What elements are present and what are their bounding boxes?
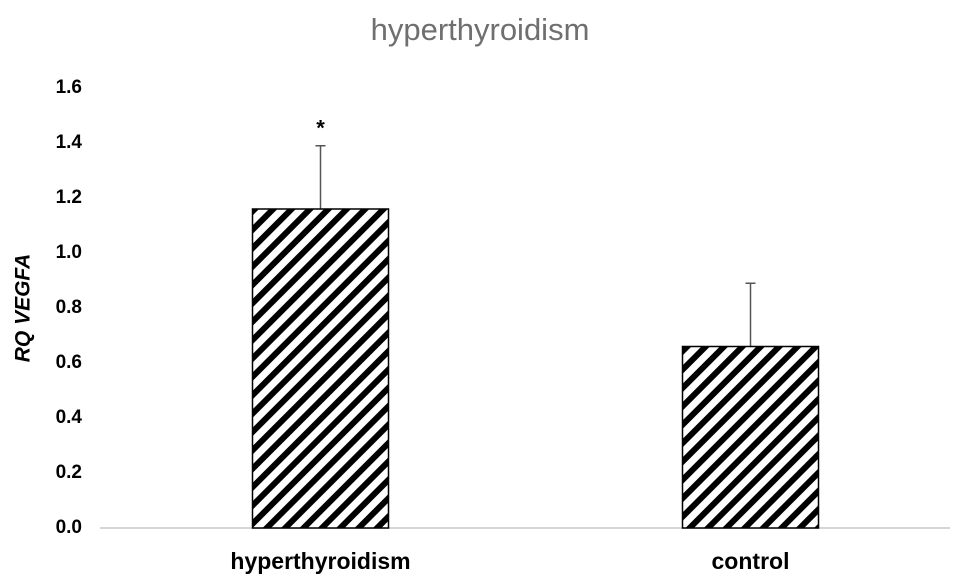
- annotation: *: [316, 116, 325, 141]
- y-tick-label: 1.0: [56, 242, 82, 263]
- x-tick-label: control: [712, 548, 790, 574]
- y-tick-label: 1.2: [56, 187, 82, 208]
- bar: [251, 208, 390, 529]
- y-tick-label: 1.4: [56, 132, 83, 153]
- x-tick-label: hyperthyroidism: [230, 548, 410, 574]
- y-tick-label: 0.2: [56, 462, 82, 483]
- bar: [681, 345, 820, 529]
- y-tick-label: 0.6: [56, 352, 82, 373]
- y-tick-label: 0.4: [56, 407, 83, 428]
- y-tick-label: 0.8: [56, 297, 82, 318]
- y-axis-label: RQ VEGFA: [12, 254, 35, 363]
- y-tick-label: 1.6: [56, 77, 82, 98]
- y-tick-label: 0.0: [56, 517, 82, 538]
- chart-title: hyperthyroidism: [371, 12, 590, 47]
